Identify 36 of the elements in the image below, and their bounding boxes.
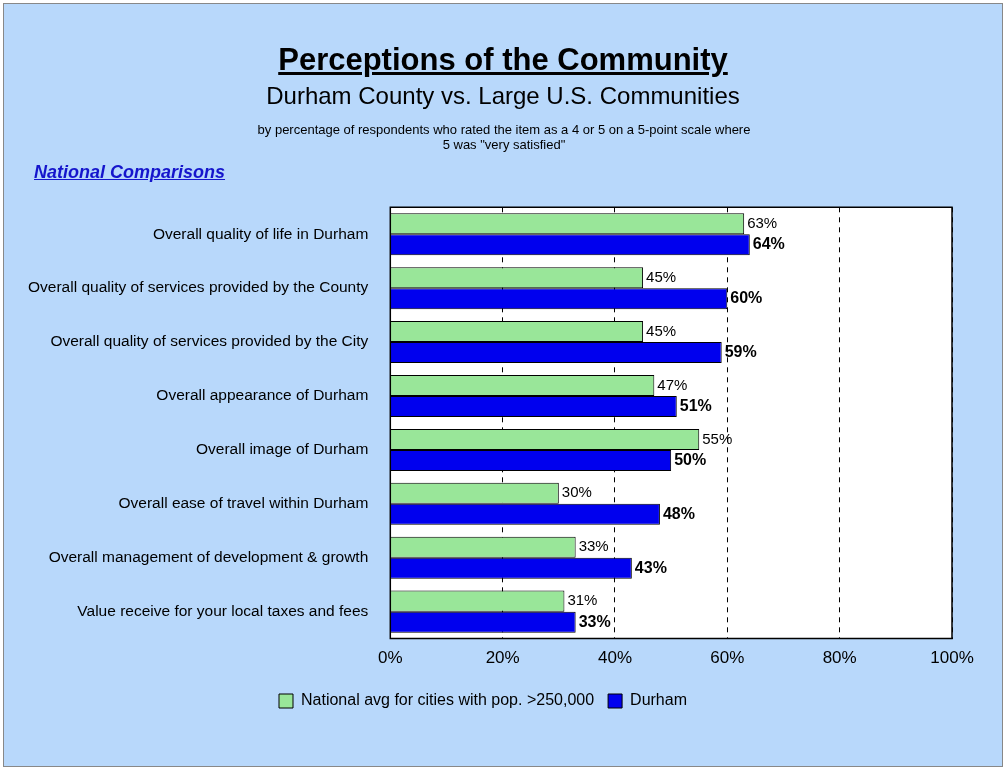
data-label: 50% <box>674 450 707 468</box>
data-label: 45% <box>646 267 677 285</box>
data-label: 31% <box>567 591 598 609</box>
x-tick-label: 0% <box>378 648 403 668</box>
x-tick-label: 20% <box>485 648 520 668</box>
x-tick-label: 40% <box>597 648 632 668</box>
data-label: 55% <box>702 429 733 447</box>
data-label: 60% <box>730 289 763 307</box>
y-tick-label: Overall ease of travel within Durham <box>118 494 369 512</box>
chart-subtitle: Durham County vs. Large U.S. Communities <box>265 82 741 110</box>
y-tick-label: Overall quality of services provided by the County <box>27 278 369 296</box>
data-label: 33% <box>578 537 609 555</box>
x-tick-label: 80% <box>822 648 857 668</box>
data-label: 59% <box>724 343 757 360</box>
y-tick-label: Overall management of development & growth <box>48 548 369 566</box>
y-tick-label: Overall quality of services provided by the City <box>50 332 369 350</box>
data-label: 33% <box>578 612 611 630</box>
y-tick-label: Overall image of Durham <box>196 440 369 458</box>
x-tick-label: 60% <box>710 648 745 668</box>
text: National Comparisons <box>34 162 226 183</box>
data-label: 43% <box>634 558 667 576</box>
data-label: 63% <box>747 213 778 231</box>
legend-label: National avg for cities with pop. >250,000 <box>301 691 595 709</box>
y-tick-label: Overall appearance of Durham <box>156 386 369 404</box>
y-tick-label: Overall quality of life in Durham <box>152 224 369 242</box>
data-label: 47% <box>657 375 688 393</box>
data-label: 51% <box>679 396 712 414</box>
data-label: 48% <box>662 504 695 522</box>
data-label: 30% <box>561 483 592 501</box>
text: by percentage of respondents who rated the item as a 4 or 5 on a 5-point scale where 5 was "very satisfied" <box>256 122 752 152</box>
x-tick-label: 100% <box>930 648 974 668</box>
y-tick-label: Value receive for your local taxes and fees <box>77 601 369 619</box>
data-label: 64% <box>752 235 785 253</box>
legend-label: Durham <box>630 691 687 709</box>
chart-title: Perceptions of the Community <box>277 42 729 78</box>
data-label: 45% <box>646 321 677 339</box>
